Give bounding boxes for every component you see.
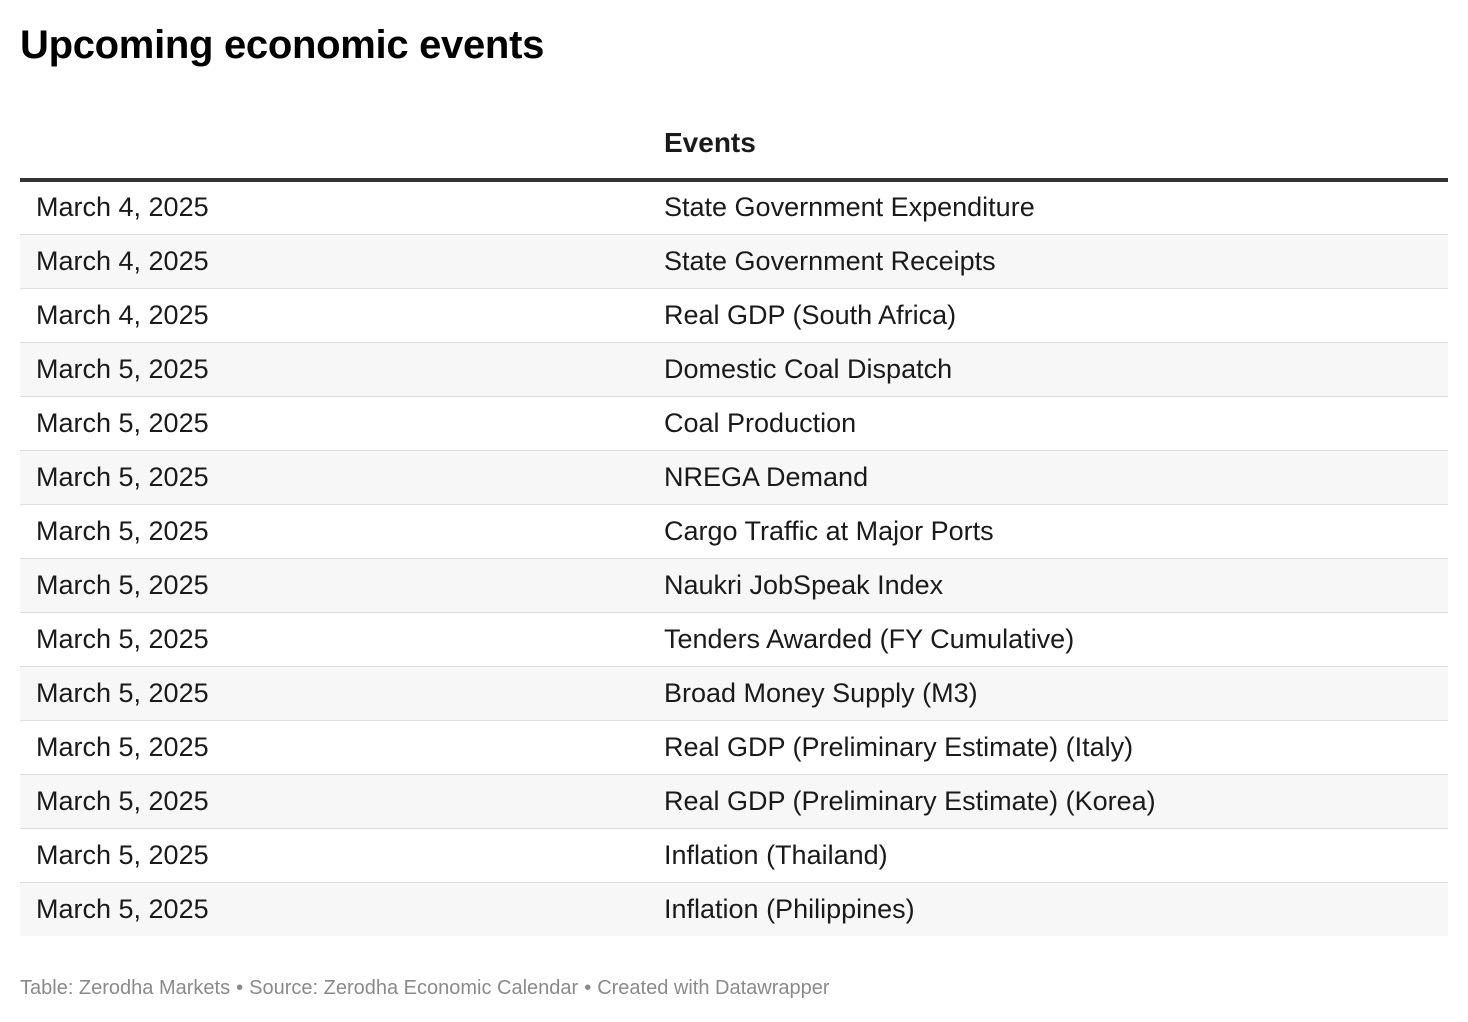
event-date-cell: March 5, 2025 bbox=[20, 342, 664, 397]
event-name-cell: Inflation (Philippines) bbox=[664, 893, 915, 924]
event-date-cell: March 4, 2025 bbox=[20, 180, 664, 235]
event-date-cell: March 5, 2025 bbox=[20, 612, 664, 667]
table-row: March 5, 2025 Broad Money Supply (M3) bbox=[20, 666, 1448, 721]
table-row: March 5, 2025 Cargo Traffic at Major Port… bbox=[20, 504, 1448, 559]
event-date-cell: March 5, 2025 bbox=[20, 720, 664, 775]
table-row: March 5, 2025 Tenders Awarded (FY Cumulat… bbox=[20, 612, 1448, 667]
event-name-cell: Real GDP (Preliminary Estimate) (Italy) bbox=[664, 720, 1448, 775]
event-date-cell: March 5, 2025 bbox=[20, 558, 664, 613]
events-table: Events March 4, 2025 State Government Exp… bbox=[20, 108, 1448, 936]
event-date-cell: March 5, 2025 bbox=[20, 828, 664, 883]
table-header: Events bbox=[20, 108, 1448, 182]
separator-dot: • bbox=[584, 977, 592, 999]
table-row: March 5, 2025 NREGA Demand bbox=[20, 450, 1448, 505]
event-name-cell: Coal Production bbox=[664, 396, 1448, 451]
event-name-cell: NREGA Demand bbox=[664, 450, 1448, 505]
event-name-cell: Domestic Coal Dispatch bbox=[664, 342, 1448, 397]
event-name-cell: State Government Receipts bbox=[664, 234, 1448, 289]
table-row: March 4, 2025 State Government Expenditur… bbox=[20, 180, 1448, 235]
page-title: Upcoming economic events bbox=[20, 23, 545, 67]
table-row: March 5, 2025 Real GDP (Preliminary Estim… bbox=[20, 720, 1448, 775]
event-name-cell: Cargo Traffic at Major Ports bbox=[664, 504, 1448, 559]
table-row: March 5, 2025 Inflation (Philippines) bbox=[20, 882, 1448, 936]
event-date-cell: March 5, 2025 bbox=[20, 774, 664, 829]
event-name-cell: Inflation (Thailand) bbox=[664, 828, 1448, 883]
table-row: March 5, 2025 Domestic Coal Dispatch bbox=[20, 342, 1448, 397]
event-date-cell: March 5, 2025 bbox=[20, 450, 664, 505]
event-name-cell: State Government Expenditure bbox=[664, 180, 1448, 235]
event-date-cell: March 4, 2025 bbox=[20, 234, 664, 289]
event-name-cell: Tenders Awarded (FY Cumulative) bbox=[664, 612, 1448, 667]
event-date-cell: March 4, 2025 bbox=[20, 288, 664, 343]
event-name-cell: Real GDP (Preliminary Estimate) (Korea) bbox=[664, 774, 1448, 829]
column-header-events: Events bbox=[664, 108, 1448, 182]
events-table-container: Events March 4, 2025 State Government Exp… bbox=[20, 108, 1448, 936]
header-row: Events bbox=[20, 108, 1448, 182]
table-row: March 5, 2025 Coal Production bbox=[20, 396, 1448, 451]
event-date-cell: March 5, 2025 bbox=[20, 666, 664, 721]
table-row: March 5, 2025 Real GDP (Preliminary Estim… bbox=[20, 774, 1448, 829]
source-credit: Source: Zerodha Economic Calendar bbox=[249, 977, 579, 999]
table-row: March 4, 2025 State Government Receipts bbox=[20, 234, 1448, 289]
footer-credits: Table: Zerodha Markets • Source: Zerodha E… bbox=[20, 974, 830, 1002]
column-header-date bbox=[20, 108, 664, 182]
event-name-cell: Broad Money Supply (M3) bbox=[664, 666, 1448, 721]
event-name-cell: Naukri JobSpeak Index bbox=[664, 558, 1448, 613]
event-date-cell: March 5, 2025 bbox=[20, 396, 664, 451]
table-row: March 5, 2025 Naukri JobSpeak Index bbox=[20, 558, 1448, 613]
event-date-cell: March 5, 2025 bbox=[36, 893, 209, 924]
datawrapper-link[interactable]: Created with Datawrapper bbox=[597, 977, 830, 999]
table-body: March 4, 2025 State Government Expenditur… bbox=[20, 180, 1448, 936]
separator-dot: • bbox=[236, 977, 244, 999]
table-row: March 4, 2025 Real GDP (South Africa) bbox=[20, 288, 1448, 343]
table-row: March 5, 2025 Inflation (Thailand) bbox=[20, 828, 1448, 883]
table-credit: Table: Zerodha Markets bbox=[20, 977, 231, 999]
event-date-cell: March 5, 2025 bbox=[20, 504, 664, 559]
event-name-cell: Real GDP (South Africa) bbox=[664, 288, 1448, 343]
